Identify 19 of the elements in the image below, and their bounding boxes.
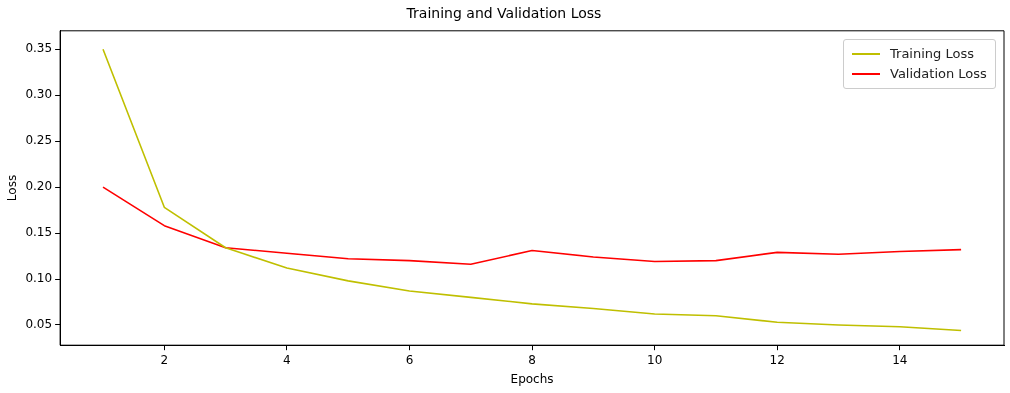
x-tick-label: 8 [528,352,536,367]
x-axis-title: Epochs [510,371,554,386]
y-tick-label: 0.15 [25,225,53,240]
chart-title: Training and Validation Loss [405,5,602,22]
x-tick-label: 14 [892,352,908,367]
x-tick-label: 4 [283,352,291,367]
y-tick-label: 0.05 [25,317,53,332]
x-tick-label: 6 [405,352,414,367]
y-tick-label: 0.20 [25,179,53,194]
y-tick-label: 0.30 [25,87,53,102]
y-axis-title: Loss [5,174,20,202]
y-tick-label: 0.35 [25,41,53,56]
x-tick-label: 2 [160,352,169,367]
x-tick-label: 12 [769,352,785,367]
legend-label: Validation Loss [890,66,987,82]
x-tick-label: 10 [647,352,663,367]
y-tick-label: 0.25 [25,133,53,148]
y-tick-label: 0.10 [25,271,53,286]
legend-label: Training Loss [890,46,974,62]
